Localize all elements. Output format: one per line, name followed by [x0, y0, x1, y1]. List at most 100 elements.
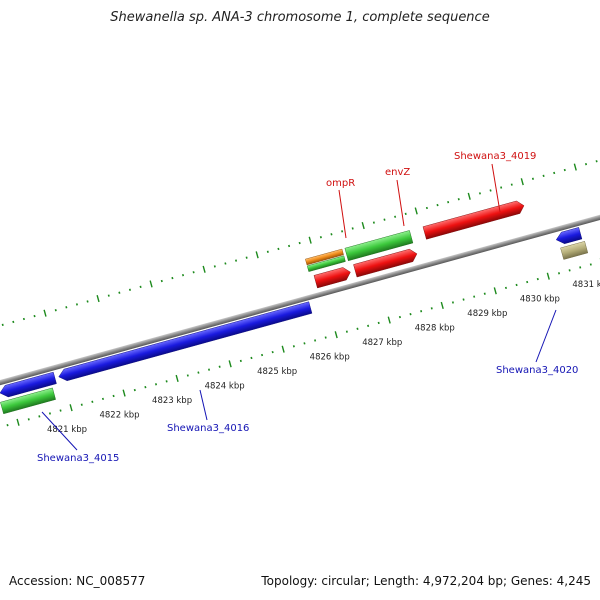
- minor-tick: [181, 274, 185, 277]
- major-tick: [281, 345, 285, 353]
- minor-tick: [12, 320, 15, 324]
- minor-tick: [345, 330, 348, 333]
- minor-tick: [303, 342, 306, 345]
- minor-tick: [430, 307, 433, 310]
- gene-arrow-green[interactable]: [344, 230, 414, 262]
- gene-label-Shewana3_4019[interactable]: Shewana3_4019: [454, 151, 536, 162]
- minor-tick: [584, 162, 588, 166]
- minor-tick: [128, 288, 132, 291]
- ruler-tick-label: 4824 kbp: [205, 382, 245, 392]
- minor-tick: [65, 306, 68, 309]
- minor-tick: [579, 266, 582, 269]
- minor-tick: [86, 300, 89, 303]
- minor-tick: [160, 279, 163, 283]
- minor-tick: [75, 303, 78, 306]
- ruler-tick-label: 4821 kbp: [47, 425, 87, 435]
- minor-tick: [261, 353, 264, 357]
- minor-tick: [133, 388, 136, 392]
- gene-label-Shewana3_4020[interactable]: Shewana3_4020: [496, 365, 578, 376]
- minor-tick: [266, 250, 269, 253]
- minor-tick: [27, 418, 30, 421]
- minor-tick: [38, 415, 41, 418]
- callout-line-4016: [199, 389, 208, 421]
- minor-tick: [112, 394, 115, 398]
- minor-tick: [324, 336, 327, 339]
- minor-tick: [483, 292, 486, 295]
- minor-tick: [589, 263, 592, 266]
- minor-tick: [33, 314, 36, 318]
- minor-tick: [451, 301, 454, 304]
- gene-arrow-green[interactable]: [0, 387, 56, 415]
- minor-tick: [213, 265, 216, 268]
- minor-tick: [367, 324, 370, 328]
- minor-tick: [568, 269, 571, 272]
- minor-tick: [6, 423, 9, 427]
- gene-arrow-orange[interactable]: [305, 248, 344, 266]
- gene-arrow-red[interactable]: [313, 266, 352, 289]
- minor-tick: [239, 359, 242, 363]
- ruler-tick-label: 4826 kbp: [310, 353, 350, 363]
- minor-tick: [526, 280, 529, 284]
- minor-tick: [473, 295, 476, 298]
- minor-tick: [563, 168, 566, 172]
- minor-tick: [319, 236, 322, 239]
- minor-tick: [425, 206, 428, 210]
- major-tick: [149, 280, 153, 288]
- minor-tick: [351, 227, 354, 230]
- major-tick: [122, 389, 126, 397]
- minor-tick: [171, 276, 174, 280]
- callout-line-ompR: [338, 189, 347, 239]
- gene-arrow-red[interactable]: [353, 248, 418, 278]
- minor-tick: [288, 244, 291, 248]
- minor-tick: [154, 383, 158, 386]
- gene-arrow-blue[interactable]: [57, 301, 313, 383]
- minor-tick: [218, 365, 221, 368]
- minor-tick: [59, 409, 62, 412]
- major-tick: [69, 404, 73, 412]
- minor-tick: [377, 321, 380, 325]
- minor-tick: [536, 277, 539, 281]
- minor-tick: [277, 247, 280, 251]
- minor-tick: [250, 356, 253, 360]
- minor-tick: [595, 160, 598, 163]
- minor-tick: [553, 171, 556, 175]
- minor-tick: [192, 271, 195, 274]
- minor-tick: [515, 283, 518, 287]
- major-tick: [573, 163, 577, 171]
- gene-label-ompR[interactable]: ompR: [326, 178, 355, 189]
- minor-tick: [91, 400, 94, 403]
- gene-arrow-green[interactable]: [306, 255, 346, 272]
- major-tick: [96, 295, 100, 303]
- minor-tick: [234, 259, 238, 262]
- minor-tick: [314, 339, 317, 342]
- gene-label-Shewana3_4015[interactable]: Shewana3_4015: [37, 453, 119, 464]
- gene-arrow-red[interactable]: [422, 199, 526, 240]
- map-title: Shewanella sp. ANA-3 chromosome 1, compl…: [110, 10, 490, 25]
- minor-tick: [404, 212, 407, 216]
- ruler-tick-label: 4822 kbp: [99, 410, 139, 420]
- minor-tick: [557, 272, 561, 275]
- accession-text: Accession: NC_008577: [9, 574, 146, 588]
- gene-arrow-blue[interactable]: [0, 371, 57, 399]
- major-tick: [493, 287, 497, 295]
- major-tick: [387, 316, 391, 324]
- minor-tick: [398, 315, 401, 319]
- gene-label-envZ[interactable]: envZ: [385, 167, 410, 178]
- ruler-tick-label: 4829 kbp: [467, 309, 507, 319]
- minor-tick: [224, 262, 227, 265]
- gene-arrow-tan[interactable]: [560, 241, 589, 260]
- major-tick: [308, 236, 312, 244]
- major-tick: [546, 272, 550, 280]
- major-tick: [228, 360, 232, 368]
- minor-tick: [330, 233, 333, 236]
- gene-label-Shewana3_4016[interactable]: Shewana3_4016: [167, 423, 249, 434]
- minor-tick: [1, 323, 4, 327]
- minor-tick: [22, 317, 25, 321]
- inner-tick-track: [6, 258, 600, 427]
- minor-tick: [118, 291, 121, 294]
- minor-tick: [298, 241, 301, 245]
- topology-summary: Topology: circular; Length: 4,972,204 bp…: [261, 574, 591, 588]
- callout-line-4020: [535, 309, 557, 363]
- ruler-tick-label: 4825 kbp: [257, 367, 297, 377]
- gene-arrow-blue[interactable]: [555, 227, 583, 245]
